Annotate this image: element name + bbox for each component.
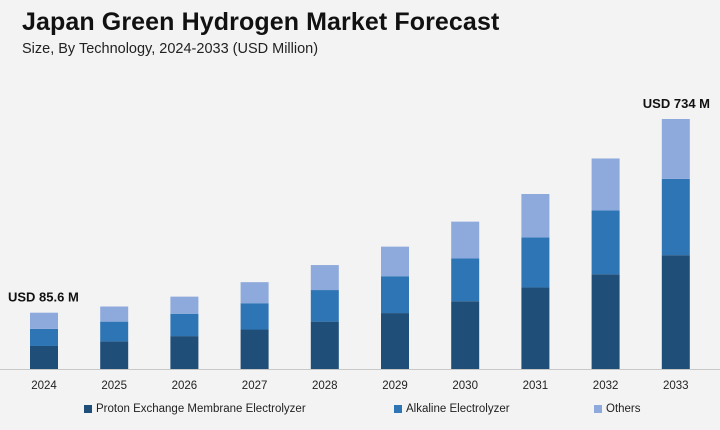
bar-segment-2031-s1 <box>521 237 550 288</box>
bar-segment-2028-s2 <box>310 265 339 291</box>
chart-legend: Proton Exchange Membrane Electrolyzer Al… <box>0 403 720 421</box>
bar-segment-2029-s0 <box>381 313 409 369</box>
annotation-2024: USD 85.6 M <box>8 290 79 305</box>
bar-segment-2025-s0 <box>100 341 129 369</box>
bar-segment-2024-s0 <box>30 345 58 369</box>
bar-segment-2028-s1 <box>310 290 339 322</box>
bar-segment-2026-s1 <box>170 313 199 337</box>
bar-segment-2025-s2 <box>100 306 129 322</box>
legend-swatch-alkaline <box>394 405 402 413</box>
bar-segment-2031-s2 <box>521 194 550 238</box>
bar-segment-2024-s2 <box>30 312 58 329</box>
x-tick-label-2029: 2029 <box>382 380 408 392</box>
bar-segment-2031-s0 <box>521 287 550 369</box>
bar-segment-2030-s2 <box>451 221 480 259</box>
bar-segment-2032-s2 <box>591 158 620 211</box>
bar-segment-2028-s0 <box>310 321 339 369</box>
x-tick-label-2030: 2030 <box>452 380 478 392</box>
bar-segment-2026-s0 <box>170 336 199 369</box>
legend-label-pem: Proton Exchange Membrane Electrolyzer <box>96 403 306 415</box>
x-tick-label-2032: 2032 <box>593 380 619 392</box>
bar-segment-2033-s2 <box>661 119 690 179</box>
bar-segment-2033-s1 <box>661 178 690 256</box>
x-tick-label-2025: 2025 <box>101 380 127 392</box>
legend-item-others: Others <box>594 403 641 415</box>
bar-segment-2030-s1 <box>451 258 480 302</box>
legend-label-others: Others <box>606 403 641 415</box>
bar-segment-2027-s0 <box>240 329 269 369</box>
bar-segment-2025-s1 <box>100 321 129 342</box>
x-tick-label-2033: 2033 <box>663 380 689 392</box>
bar-segment-2027-s2 <box>240 282 269 304</box>
chart-subtitle: Size, By Technology, 2024-2033 (USD Mill… <box>22 41 319 57</box>
bar-segment-2032-s1 <box>591 210 620 275</box>
legend-swatch-pem <box>84 405 92 413</box>
x-tick-label-2028: 2028 <box>312 380 338 392</box>
bar-segment-2027-s1 <box>240 303 269 330</box>
chart-title: Japan Green Hydrogen Market Forecast <box>22 8 500 36</box>
x-tick-label-2031: 2031 <box>523 380 549 392</box>
bar-segment-2024-s1 <box>30 328 58 346</box>
stacked-bar-chart: 2024 2025 2026 2027 2028 2029 2030 2031 2032 2033… <box>0 96 720 392</box>
bar-segment-2029-s1 <box>381 276 409 314</box>
x-tick-label-2026: 2026 <box>172 380 198 392</box>
legend-item-alkaline: Alkaline Electrolyzer <box>394 403 510 415</box>
x-tick-label-2024: 2024 <box>31 380 57 392</box>
legend-swatch-others <box>594 405 602 413</box>
annotation-2033: USD 734 M <box>643 96 710 111</box>
bar-segment-2032-s0 <box>591 274 620 369</box>
legend-label-alkaline: Alkaline Electrolyzer <box>406 403 510 415</box>
bar-segment-2033-s0 <box>661 255 690 369</box>
bar-segment-2026-s2 <box>170 296 199 314</box>
bar-segment-2029-s2 <box>381 246 409 277</box>
x-tick-label-2027: 2027 <box>242 380 268 392</box>
bar-segment-2030-s0 <box>451 301 480 369</box>
legend-item-pem: Proton Exchange Membrane Electrolyzer <box>84 403 306 415</box>
